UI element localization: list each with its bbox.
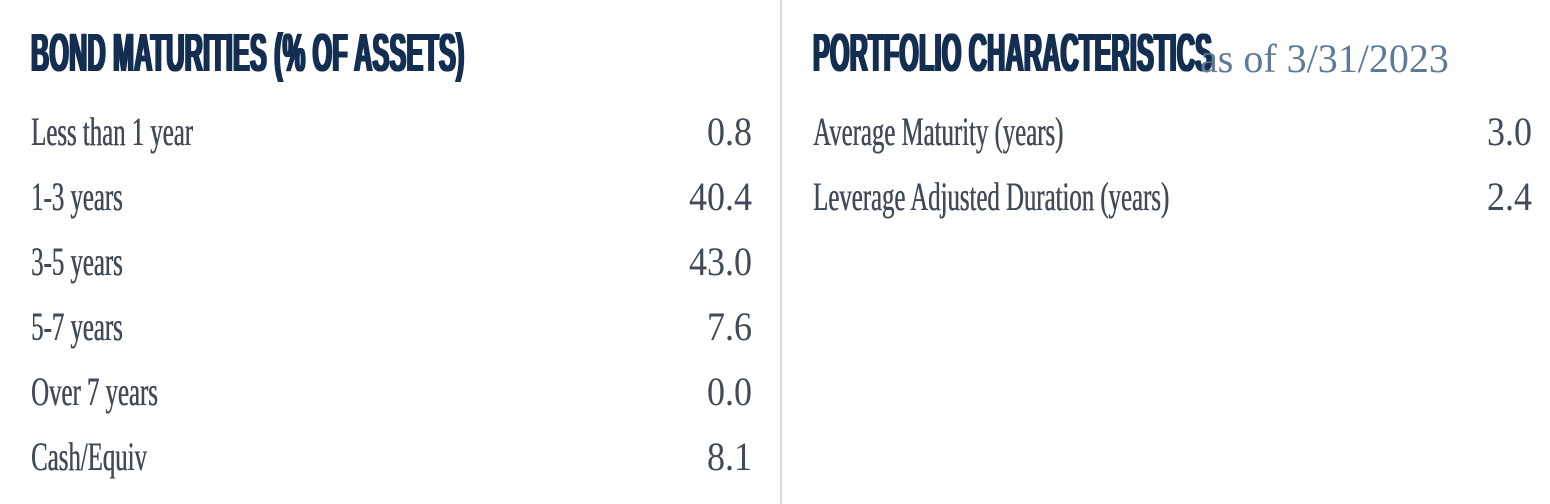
table-row: Leverage Adjusted Duration (years) 2.4 [813,164,1532,229]
row-value: 0.8 [707,109,752,154]
row-label: Cash/Equiv [31,434,147,479]
bond-maturities-heading: BOND MATURITIES (% OF ASSETS) [31,23,752,83]
row-label: Less than 1 year [31,109,193,154]
row-value: 43.0 [689,239,752,284]
table-row: 5-7 years 7.6 [31,294,752,359]
row-label: Leverage Adjusted Duration (years) [813,174,1170,219]
table-row: Less than 1 year 0.8 [31,99,752,164]
row-value: 2.4 [1487,174,1532,219]
portfolio-characteristics-title: PORTFOLIO CHARACTERISTICS [813,23,1213,83]
bond-maturities-title: BOND MATURITIES (% OF ASSETS) [31,23,465,83]
row-label: Over 7 years [31,369,158,414]
table-row: 1-3 years 40.4 [31,164,752,229]
row-value: 3.0 [1487,109,1532,154]
row-label: 5-7 years [31,304,123,349]
table-row: 3-5 years 43.0 [31,229,752,294]
table-row: Over 7 years 0.0 [31,359,752,424]
row-value: 40.4 [689,174,752,219]
row-value: 0.0 [707,369,752,414]
portfolio-characteristics-heading: PORTFOLIO CHARACTERISTICS as of 3/31/202… [813,23,1532,83]
table-row: Average Maturity (years) 3.0 [813,99,1532,164]
row-value: 7.6 [707,304,752,349]
table-row: Cash/Equiv 8.1 [31,424,752,489]
as-of-date: as of 3/31/2023 [1200,36,1449,81]
portfolio-characteristics-section: PORTFOLIO CHARACTERISTICS as of 3/31/202… [813,23,1532,229]
portfolio-characteristics-table: Average Maturity (years) 3.0 Leverage Ad… [813,99,1532,229]
row-label: Average Maturity (years) [813,109,1064,154]
bond-maturities-section: BOND MATURITIES (% OF ASSETS) Less than … [31,23,752,489]
row-value: 8.1 [707,434,752,479]
row-label: 3-5 years [31,239,123,284]
column-divider [780,0,782,504]
bond-maturities-table: Less than 1 year 0.8 1-3 years 40.4 3-5 … [31,99,752,489]
row-label: 1-3 years [31,174,123,219]
